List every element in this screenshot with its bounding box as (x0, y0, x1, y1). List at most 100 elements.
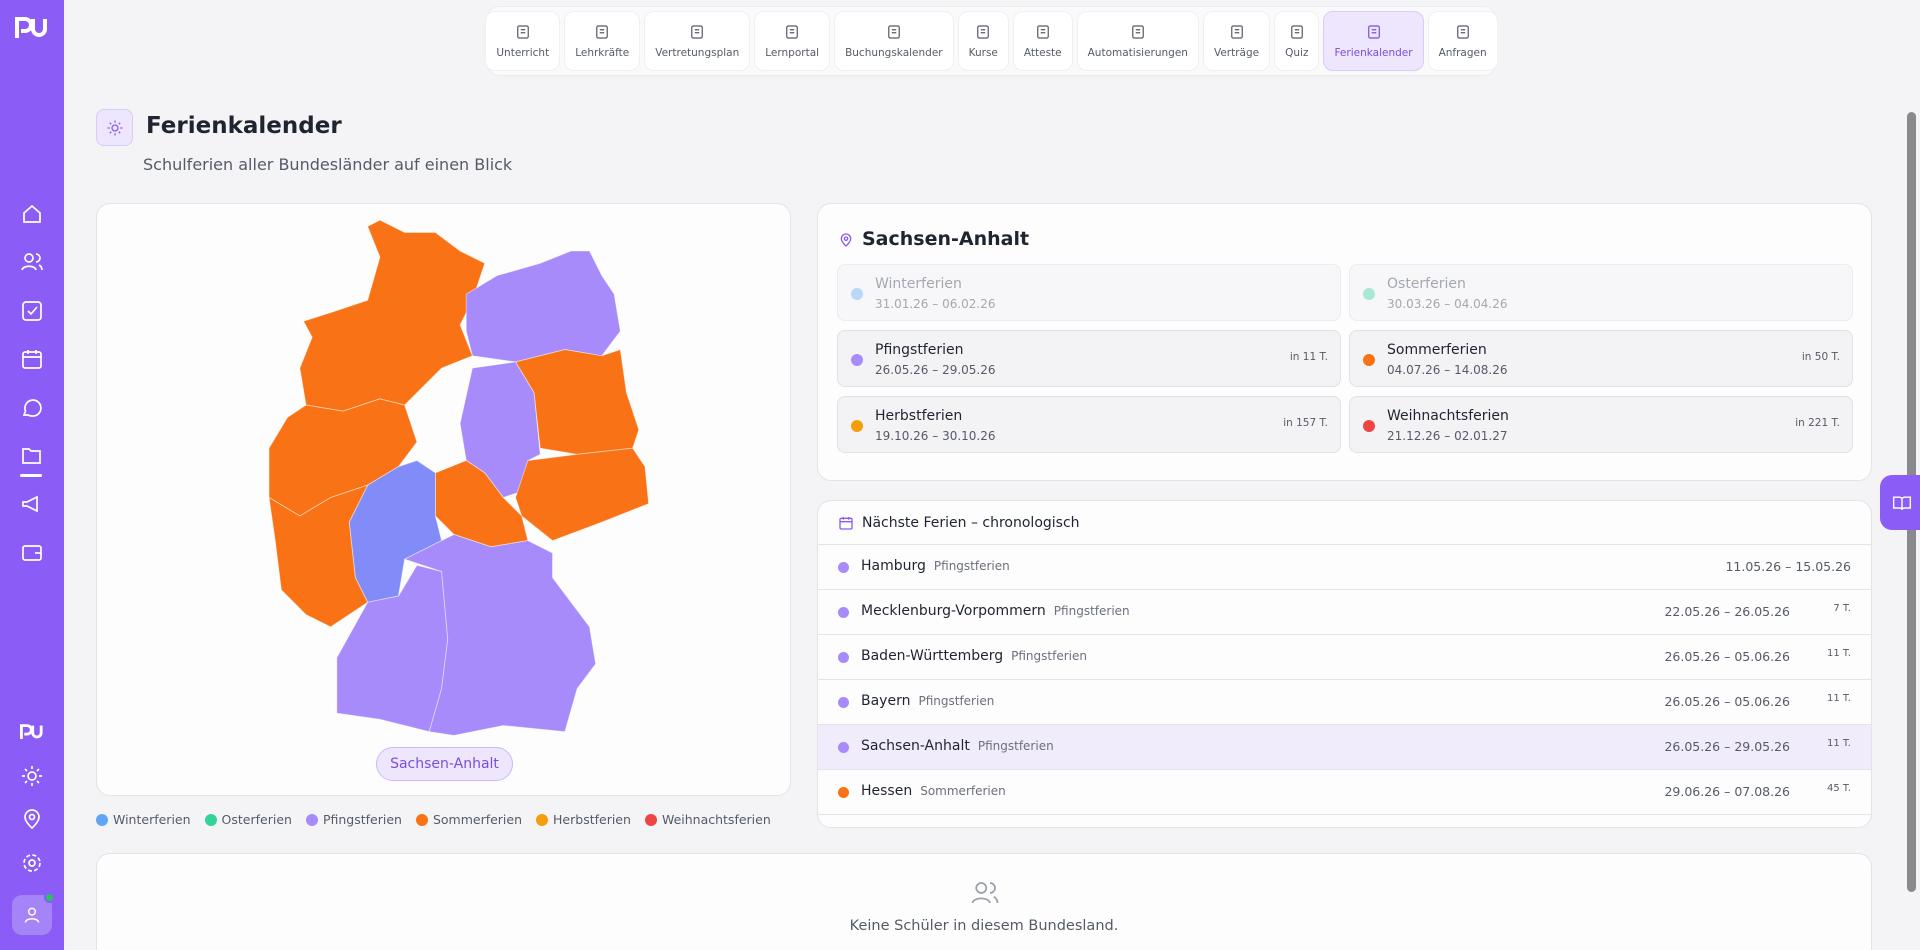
nav-label: Quiz (1285, 47, 1309, 59)
nav-item[interactable]: Kurse (957, 11, 1009, 71)
nav-icon (516, 25, 529, 39)
upcoming-row[interactable]: Mecklenburg-Vorpommern Pfingstferien 22.05… (818, 590, 1871, 635)
upcoming-row[interactable]: Sachsen-Anhalt Pfingstferien 26.05.26 – 29… (818, 725, 1871, 770)
state[interactable] (299, 219, 486, 412)
holiday-countdown: in 11 T. (1289, 351, 1328, 363)
nav-label: Buchungskalender (845, 47, 943, 59)
nav-item[interactable]: Lehrkräfte (564, 11, 641, 71)
nav-item[interactable]: Quiz (1274, 11, 1320, 71)
nav-item[interactable]: Automatisierungen (1076, 11, 1199, 71)
megaphone-icon[interactable] (20, 492, 44, 516)
holiday-dates: 04.07.26 – 14.08.26 (1387, 363, 1508, 377)
avatar-button[interactable] (12, 892, 55, 935)
holiday-tile[interactable]: Pfingstferien 26.05.26 – 29.05.26 in 11 T. (837, 330, 1341, 387)
legend-item: Herbstferien (536, 812, 631, 827)
users-icon[interactable] (20, 250, 44, 274)
row-dates: 26.05.26 – 05.06.26 (1664, 649, 1790, 664)
germany-map (268, 219, 650, 736)
state[interactable] (465, 250, 621, 363)
row-dates: 29.06.26 – 07.08.26 (1664, 784, 1790, 799)
calendar-icon[interactable] (20, 347, 44, 371)
nav-label: Ferienkalender (1334, 47, 1413, 59)
nav-item[interactable]: Vertretungsplan (644, 11, 751, 71)
upcoming-row[interactable]: Hamburg Pfingstferien 11.05.26 – 15.05.26 (818, 545, 1871, 590)
page-subtitle: Schulferien aller Bundesländer auf einen… (143, 155, 513, 174)
holiday-tile[interactable]: Osterferien 30.03.26 – 04.04.26 (1349, 264, 1853, 321)
top-navigation: Unterricht Lehrkräfte Vertretungsplan Lernp… (485, 6, 1498, 76)
row-state-wrap: Hessen Sommerferien (861, 783, 1006, 799)
row-dot (838, 607, 849, 618)
location-icon[interactable] (20, 807, 44, 831)
holiday-tile[interactable]: Sommerferien 04.07.26 – 14.08.26 in 50 T. (1349, 330, 1853, 387)
holiday-dot (851, 354, 863, 366)
row-dates: 26.05.26 – 05.06.26 (1664, 694, 1790, 709)
row-state-wrap: Bayern Pfingstferien (861, 693, 994, 709)
wallet-icon[interactable] (20, 540, 44, 564)
nav-item[interactable]: Verträge (1202, 11, 1271, 71)
legend-item: Winterferien (96, 812, 191, 827)
holiday-dates: 30.03.26 – 04.04.26 (1387, 297, 1508, 311)
map-card: Sachsen-Anhalt (96, 203, 791, 796)
holiday-countdown: in 221 T. (1795, 417, 1840, 429)
upcoming-row[interactable]: Baden-Württemberg Pfingstferien 26.05.26 –… (818, 635, 1871, 680)
help-tab[interactable] (1880, 475, 1920, 530)
logo-small[interactable] (20, 720, 44, 744)
row-state: Hamburg (861, 558, 926, 574)
page-title: Ferienkalender (146, 113, 342, 139)
upcoming-header: Nächste Ferien – chronologisch (818, 501, 1871, 545)
row-days: 11 T. (1826, 693, 1851, 704)
students-card: Keine Schüler in diesem Bundesland. (96, 853, 1872, 950)
state[interactable] (434, 460, 529, 548)
row-type: Pfingstferien (1011, 649, 1087, 663)
row-days: 7 T. (1833, 603, 1851, 614)
nav-item[interactable]: Ferienkalender (1323, 11, 1424, 71)
holiday-name: Osterferien (1387, 276, 1466, 292)
state[interactable] (515, 447, 650, 542)
row-state: Sachsen-Anhalt (861, 738, 970, 754)
upcoming-row[interactable]: Bayern Pfingstferien 26.05.26 – 05.06.26 11… (818, 680, 1871, 725)
nav-item[interactable]: Unterricht (485, 11, 561, 71)
nav-icon (1290, 25, 1303, 39)
nav-icon (596, 25, 609, 39)
nav-icon (1036, 25, 1049, 39)
nav-icon (1230, 25, 1243, 39)
holiday-dot (1363, 288, 1375, 300)
row-type: Pfingstferien (977, 739, 1054, 753)
upcoming-row[interactable]: Hessen Sommerferien 29.06.26 – 07.08.26 45 … (818, 770, 1871, 815)
nav-item[interactable]: Lernportal (754, 11, 831, 71)
legend-dot (204, 813, 217, 826)
row-state: Hessen (861, 783, 913, 799)
nav-icon (786, 25, 799, 39)
nav-item[interactable]: Anfragen (1427, 11, 1498, 71)
nav-item[interactable]: Buchungskalender (834, 11, 954, 71)
state[interactable] (268, 484, 369, 628)
tasks-icon[interactable] (20, 299, 44, 323)
holiday-dot (1363, 420, 1375, 432)
legend-dot (96, 813, 108, 826)
holiday-name: Sommerferien (1387, 342, 1487, 358)
sun-icon[interactable] (20, 764, 44, 788)
holiday-tile[interactable]: Weihnachtsferien 21.12.26 – 02.01.27 in 22… (1349, 396, 1853, 453)
nav-icon (1456, 25, 1469, 39)
nav-label: Unterricht (496, 47, 550, 59)
nav-item[interactable]: Atteste (1012, 11, 1073, 71)
home-icon[interactable] (20, 202, 44, 226)
selected-state-pill[interactable]: Sachsen-Anhalt (376, 747, 513, 781)
row-type: Sommerferien (920, 784, 1006, 798)
holiday-tile[interactable]: Herbstferien 19.10.26 – 30.10.26 in 157 T. (837, 396, 1341, 453)
row-state: Baden-Württemberg (861, 648, 1004, 664)
state[interactable] (403, 533, 597, 736)
holiday-dot (851, 288, 863, 300)
legend-label: Osterferien (221, 812, 292, 827)
settings-icon[interactable] (20, 851, 44, 875)
legend-label: Pfingstferien (322, 812, 402, 827)
logo[interactable] (15, 16, 49, 40)
row-state-wrap: Hamburg Pfingstferien (861, 558, 1010, 574)
holiday-tile[interactable]: Winterferien 31.01.26 – 06.02.26 (837, 264, 1341, 321)
holiday-dates: 26.05.26 – 29.05.26 (875, 363, 996, 377)
legend-dot (536, 813, 549, 826)
chat-icon[interactable] (20, 396, 44, 420)
folder-icon[interactable] (20, 444, 44, 468)
users-icon (971, 882, 999, 904)
